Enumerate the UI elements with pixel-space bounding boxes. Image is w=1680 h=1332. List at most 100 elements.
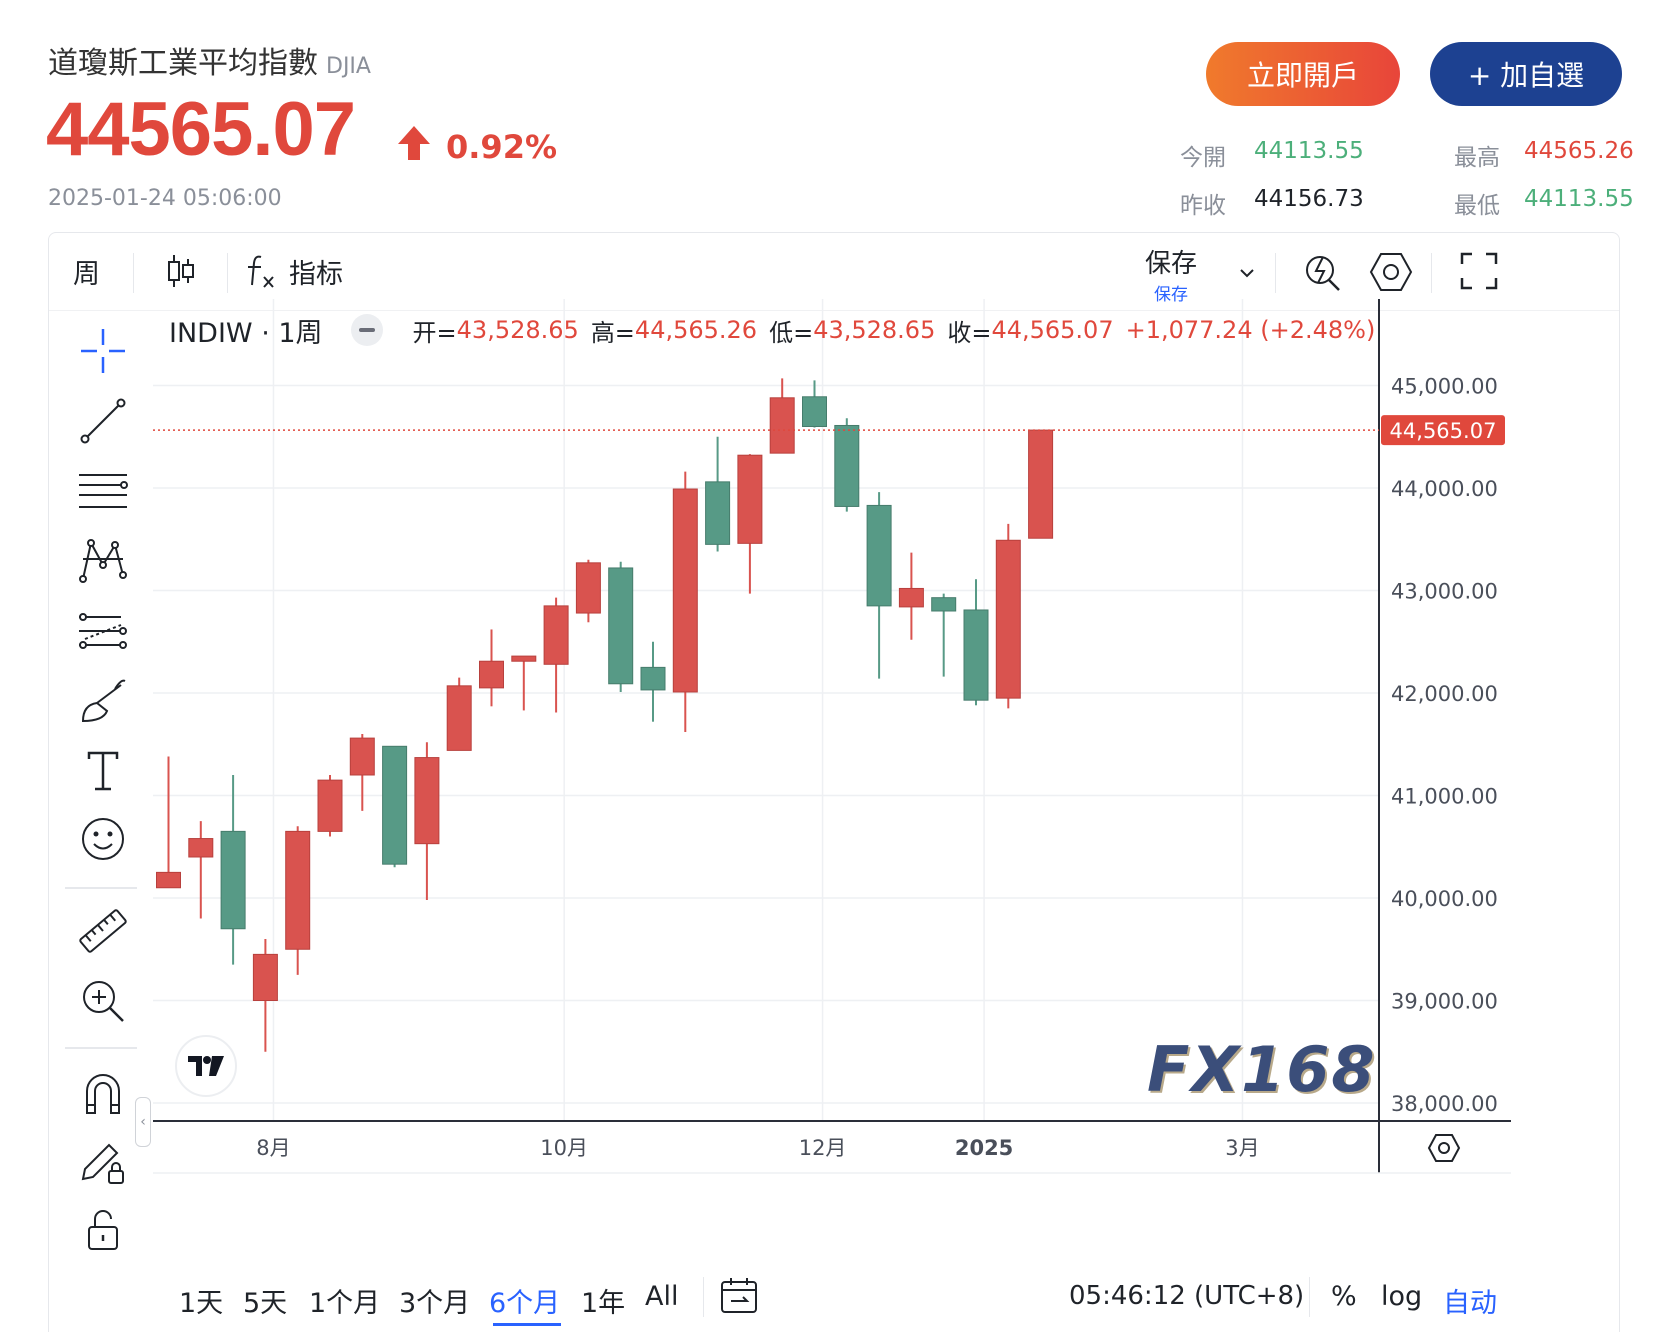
range-1d[interactable]: 1天 bbox=[179, 1288, 224, 1319]
range-6m[interactable]: 6个月 bbox=[489, 1288, 561, 1319]
last-price-tag-label: 44,565.07 bbox=[1390, 419, 1497, 443]
candle bbox=[156, 756, 181, 889]
time-tick-label: 8月 bbox=[256, 1136, 290, 1160]
collapse-legend-icon[interactable] bbox=[350, 314, 383, 346]
collapse-sidebar-handle[interactable]: ‹ bbox=[135, 1097, 151, 1147]
candle-body bbox=[285, 830, 311, 950]
quick-search-icon[interactable] bbox=[1303, 251, 1343, 293]
drawing-toolbar bbox=[49, 311, 159, 1332]
brush-icon[interactable] bbox=[77, 675, 129, 727]
toolbar-divider bbox=[227, 253, 228, 293]
chart-clock[interactable]: 05:46:12 (UTC+8) bbox=[1069, 1281, 1305, 1311]
ruler-icon[interactable] bbox=[77, 905, 129, 957]
toolbar-divider bbox=[133, 253, 134, 293]
candle bbox=[479, 629, 504, 707]
stat-open-label: 今開 bbox=[1180, 145, 1226, 171]
price-tick-label: 45,000.00 bbox=[1391, 375, 1498, 399]
candle-body bbox=[349, 737, 375, 776]
percent-scale-toggle[interactable]: % bbox=[1331, 1281, 1357, 1312]
range-bar: 1天 5天 1个月 3个月 6个月 1年 All 05:46:12 (UTC+8… bbox=[159, 1253, 1621, 1332]
candle-body bbox=[511, 655, 537, 662]
chevron-down-icon[interactable] bbox=[1237, 263, 1257, 283]
tradingview-logo[interactable] bbox=[175, 1035, 237, 1097]
auto-scale-toggle[interactable]: 自动 bbox=[1443, 1288, 1497, 1319]
range-1y[interactable]: 1年 bbox=[581, 1288, 626, 1319]
trend-line-icon[interactable] bbox=[77, 395, 129, 447]
candle bbox=[737, 454, 763, 594]
calendar-icon[interactable] bbox=[719, 1275, 759, 1315]
last-price-tag bbox=[1381, 415, 1505, 446]
quote-timestamp: 2025-01-24 05:06:00 bbox=[48, 186, 282, 211]
candle-type-icon[interactable] bbox=[165, 251, 197, 291]
candle-body bbox=[382, 745, 408, 865]
axis-settings-icon[interactable] bbox=[1427, 1133, 1461, 1163]
stat-prev-close: 昨收 44156.73 bbox=[1180, 186, 1364, 220]
interval-button[interactable]: 周 bbox=[73, 258, 100, 290]
range-divider bbox=[1309, 1277, 1310, 1317]
candle bbox=[866, 492, 892, 679]
log-scale-toggle[interactable]: log bbox=[1381, 1281, 1423, 1312]
candle bbox=[834, 418, 860, 512]
stat-high-value: 44565.26 bbox=[1524, 138, 1634, 164]
candle-body bbox=[156, 871, 181, 889]
candle bbox=[608, 561, 634, 692]
candle bbox=[672, 471, 698, 732]
stat-high-label: 最高 bbox=[1454, 145, 1500, 171]
candle bbox=[349, 734, 375, 811]
candle-body bbox=[995, 539, 1021, 699]
candle-body bbox=[963, 609, 989, 701]
candle bbox=[446, 677, 472, 751]
fullscreen-icon[interactable] bbox=[1459, 251, 1499, 291]
pattern-icon[interactable] bbox=[77, 535, 129, 587]
sidebar-divider bbox=[65, 1047, 137, 1049]
crosshair-icon[interactable] bbox=[77, 325, 129, 377]
indicators-button[interactable]: 指标 bbox=[245, 251, 343, 291]
toolbar-divider bbox=[1431, 253, 1432, 293]
emoji-icon[interactable] bbox=[77, 813, 129, 865]
lock-icon[interactable] bbox=[77, 1203, 129, 1255]
range-5d[interactable]: 5天 bbox=[243, 1288, 288, 1319]
fx168-watermark: FX168 bbox=[1147, 1033, 1377, 1106]
fib-icon[interactable] bbox=[77, 465, 129, 517]
price-tick-label: 41,000.00 bbox=[1391, 785, 1498, 809]
last-price-line: 44,565.07 bbox=[153, 415, 1505, 446]
candlestick-chart[interactable]: 38,000.00 39,000.00 40,000.00 41,000.00 42,0… bbox=[49, 233, 1621, 1253]
range-3m[interactable]: 3个月 bbox=[399, 1288, 471, 1319]
save-sub-label: 保存 bbox=[1154, 285, 1188, 305]
candle bbox=[995, 523, 1021, 709]
candle-body bbox=[705, 481, 731, 545]
settings-icon[interactable] bbox=[1369, 251, 1413, 293]
candle bbox=[963, 579, 989, 706]
range-1m[interactable]: 1个月 bbox=[309, 1288, 381, 1319]
zoom-in-icon[interactable] bbox=[77, 975, 129, 1027]
stat-low: 最低 44113.55 bbox=[1454, 186, 1634, 220]
candle-body bbox=[769, 397, 795, 454]
price-axis: 38,000.00 39,000.00 40,000.00 41,000.00 42,0… bbox=[1378, 299, 1498, 1173]
time-tick-label: 12月 bbox=[799, 1136, 847, 1160]
time-tick-label: 10月 bbox=[540, 1136, 588, 1160]
magnet-icon[interactable] bbox=[77, 1067, 129, 1119]
stat-open-value: 44113.55 bbox=[1254, 138, 1364, 164]
candle-body bbox=[834, 424, 860, 507]
save-button[interactable]: 保存 保存 bbox=[1141, 243, 1201, 305]
chart-grid bbox=[153, 299, 1379, 1121]
prediction-icon[interactable] bbox=[77, 605, 129, 657]
chart-toolbar: 周 指标 保存 保存 bbox=[49, 233, 1619, 311]
text-icon[interactable] bbox=[77, 745, 129, 797]
candle bbox=[220, 775, 246, 965]
candle bbox=[802, 380, 827, 428]
candle-body bbox=[640, 666, 666, 691]
range-all[interactable]: All bbox=[645, 1281, 679, 1312]
legend-symbol: INDIW · 1周 bbox=[169, 317, 323, 349]
candle-body bbox=[737, 454, 763, 544]
add-watchlist-button[interactable]: + 加自選 bbox=[1430, 42, 1622, 106]
change-percent: 0.92% bbox=[446, 128, 558, 166]
candle bbox=[285, 826, 311, 975]
candle bbox=[252, 939, 278, 1052]
time-tick-label: 3月 bbox=[1225, 1136, 1259, 1160]
chart-panel: 周 指标 保存 保存 bbox=[48, 232, 1620, 1332]
lock-draw-icon[interactable] bbox=[77, 1135, 129, 1187]
candle bbox=[705, 436, 731, 552]
open-account-button[interactable]: 立即開戶 bbox=[1206, 42, 1400, 106]
stat-low-value: 44113.55 bbox=[1524, 186, 1634, 212]
